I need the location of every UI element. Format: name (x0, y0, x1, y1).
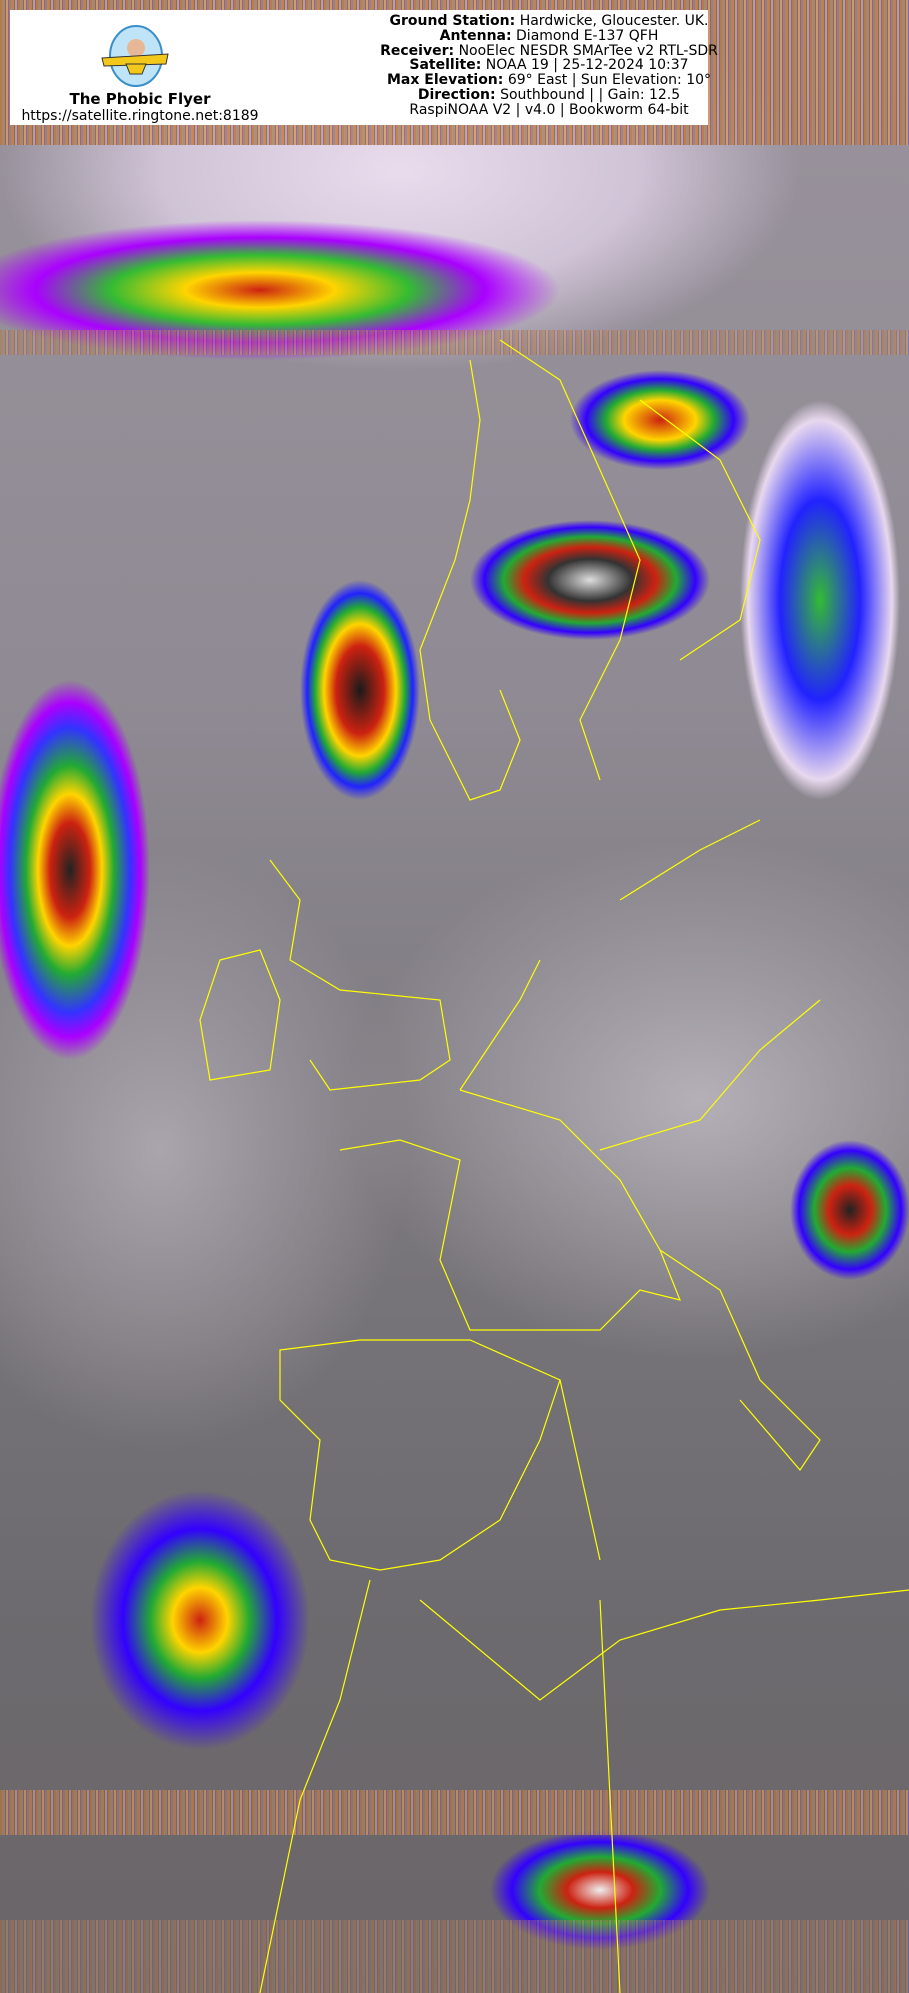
ground-station-line: Ground Station: Hardwicke, Gloucester. U… (370, 14, 728, 29)
brand-name: The Phobic Flyer (69, 90, 211, 108)
coastline-north-africa (259, 1579, 909, 1993)
signal-noise-bottom-2 (0, 1920, 909, 1993)
phobic-flyer-logo (101, 25, 169, 87)
direction-line: Direction: Southbound | | Gain: 12.5 (370, 88, 728, 103)
coastline-france (339, 1089, 681, 1331)
coastline-britain (269, 859, 451, 1091)
satellite-line: Satellite: NOAA 19 | 25-12-2024 10:37 (370, 58, 728, 73)
coastline-ireland (199, 949, 281, 1081)
antenna-line: Antenna: Diamond E-137 QFH (370, 27, 728, 44)
receiver-line: Receiver: NooElec NESDR SMArTee v2 RTL-S… (370, 42, 728, 59)
signal-noise-bottom (0, 1790, 909, 1835)
direction-label: Direction: (417, 86, 496, 103)
receiver-label: Receiver: (380, 42, 455, 59)
max-elevation-value: 69° East | Sun Elevation: 10° (507, 72, 712, 89)
coastline-norway (419, 359, 521, 801)
direction-value: Southbound | | Gain: 12.5 (500, 86, 681, 103)
pass-details: Ground Station: Hardwicke, Gloucester. U… (370, 14, 728, 118)
software-line: RaspiNOAA V2 | v4.0 | Bookworm 64-bit (409, 101, 689, 118)
border-lines (459, 819, 821, 1993)
coastline-finland (639, 399, 761, 661)
antenna-label: Antenna: (439, 27, 512, 44)
signal-noise-band (0, 330, 909, 355)
satellite-value: NOAA 19 | 25-12-2024 10:37 (485, 57, 689, 74)
brand-url[interactable]: https://satellite.ringtone.net:8189 (21, 108, 259, 124)
ground-station-label: Ground Station: (389, 13, 516, 29)
receiver-value: NooElec NESDR SMArTee v2 RTL-SDR (458, 42, 718, 59)
ground-station-value: Hardwicke, Gloucester. UK. (519, 13, 709, 29)
max-elevation-label: Max Elevation: (386, 72, 504, 89)
satellite-label: Satellite: (409, 57, 482, 74)
max-elevation-line: Max Elevation: 69° East | Sun Elevation:… (370, 73, 728, 88)
coastline-iberia (279, 1339, 561, 1571)
antenna-value: Diamond E-137 QFH (516, 27, 659, 44)
coastline-italy (659, 1249, 821, 1471)
coastline-sweden (499, 339, 641, 781)
pass-info-panel: The Phobic Flyer https://satellite.ringt… (10, 10, 718, 125)
